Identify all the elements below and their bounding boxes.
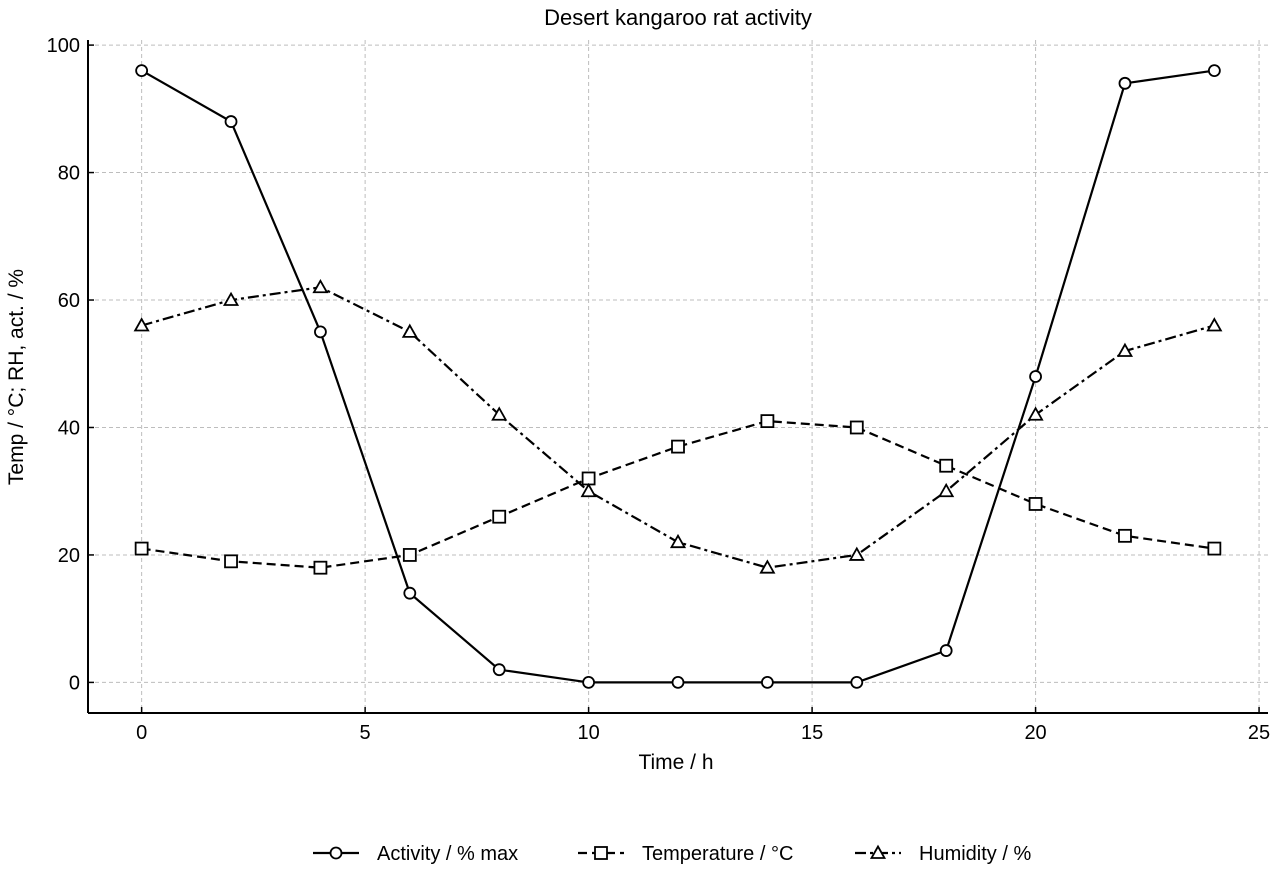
data-point — [760, 676, 774, 689]
data-point — [939, 644, 953, 657]
data-point — [224, 554, 238, 569]
data-point — [492, 509, 507, 524]
y-axis-label: Temp / °C; RH, act. / % — [5, 269, 28, 485]
legend-marker — [594, 846, 608, 860]
data-point — [849, 420, 864, 435]
data-point — [402, 548, 417, 562]
data-point — [938, 482, 955, 498]
x-tick-label: 15 — [801, 722, 823, 744]
x-tick-label: 10 — [577, 722, 599, 744]
data-point — [939, 458, 954, 473]
x-tick-label: 25 — [1248, 722, 1270, 744]
data-point — [850, 676, 864, 689]
legend-marker — [869, 844, 887, 859]
y-tick-label: 20 — [58, 545, 80, 567]
data-point — [1118, 528, 1132, 543]
data-point — [1028, 497, 1043, 511]
x-tick-label: 0 — [136, 722, 147, 744]
data-point — [1207, 64, 1221, 77]
data-point — [491, 406, 508, 421]
series-area — [133, 64, 1223, 689]
data-point — [1206, 317, 1223, 332]
data-point — [582, 676, 596, 689]
data-point — [848, 546, 865, 561]
chart-title: Desert kangaroo rat activity — [544, 5, 812, 30]
data-point — [581, 471, 596, 486]
legend-item-activity-max: Activity / % max — [313, 843, 518, 865]
y-tick-label: 100 — [47, 35, 80, 57]
y-tick-label: 60 — [58, 290, 80, 312]
legend-item-temperature-c: Temperature / °C — [578, 843, 793, 865]
data-point — [314, 325, 327, 339]
data-point — [671, 439, 685, 454]
y-tick-label: 40 — [58, 417, 80, 439]
data-point — [133, 317, 150, 332]
data-point — [492, 663, 506, 677]
data-point — [224, 115, 238, 128]
data-point — [222, 291, 240, 306]
data-point — [580, 482, 597, 498]
data-point — [760, 414, 775, 429]
y-tick-label: 0 — [69, 672, 80, 694]
data-point — [135, 64, 149, 77]
series-activity-max — [135, 64, 1221, 689]
legend-label: Activity / % max — [377, 843, 518, 865]
series-humidity — [133, 278, 1223, 574]
axes: 0 5 10 15 20 25 0 20 40 60 80 100 — [47, 35, 1271, 744]
legend-item-humidity: Humidity / % — [855, 843, 1031, 865]
legend: Activity / % max Temperature / °C Humidity… — [313, 843, 1031, 865]
data-point — [134, 541, 149, 556]
legend-label: Temperature / °C — [642, 843, 793, 865]
data-point — [671, 676, 685, 689]
y-tick-label: 80 — [58, 163, 80, 185]
data-point — [759, 559, 776, 574]
data-point — [1029, 370, 1042, 383]
data-point — [312, 278, 329, 294]
legend-label: Humidity / % — [919, 843, 1031, 865]
data-point — [1116, 342, 1134, 357]
series-line — [141, 69, 1215, 684]
data-point — [669, 533, 687, 549]
data-point — [1027, 406, 1044, 421]
data-point — [1118, 76, 1132, 90]
data-point — [401, 323, 418, 338]
legend-marker — [329, 846, 343, 860]
x-tick-label: 5 — [360, 722, 371, 744]
data-point — [1207, 541, 1222, 556]
data-point — [403, 586, 417, 600]
data-point — [313, 560, 328, 575]
x-axis-label: Time / h — [638, 751, 713, 774]
x-tick-label: 20 — [1024, 722, 1046, 744]
series-temperature-c — [134, 414, 1222, 575]
